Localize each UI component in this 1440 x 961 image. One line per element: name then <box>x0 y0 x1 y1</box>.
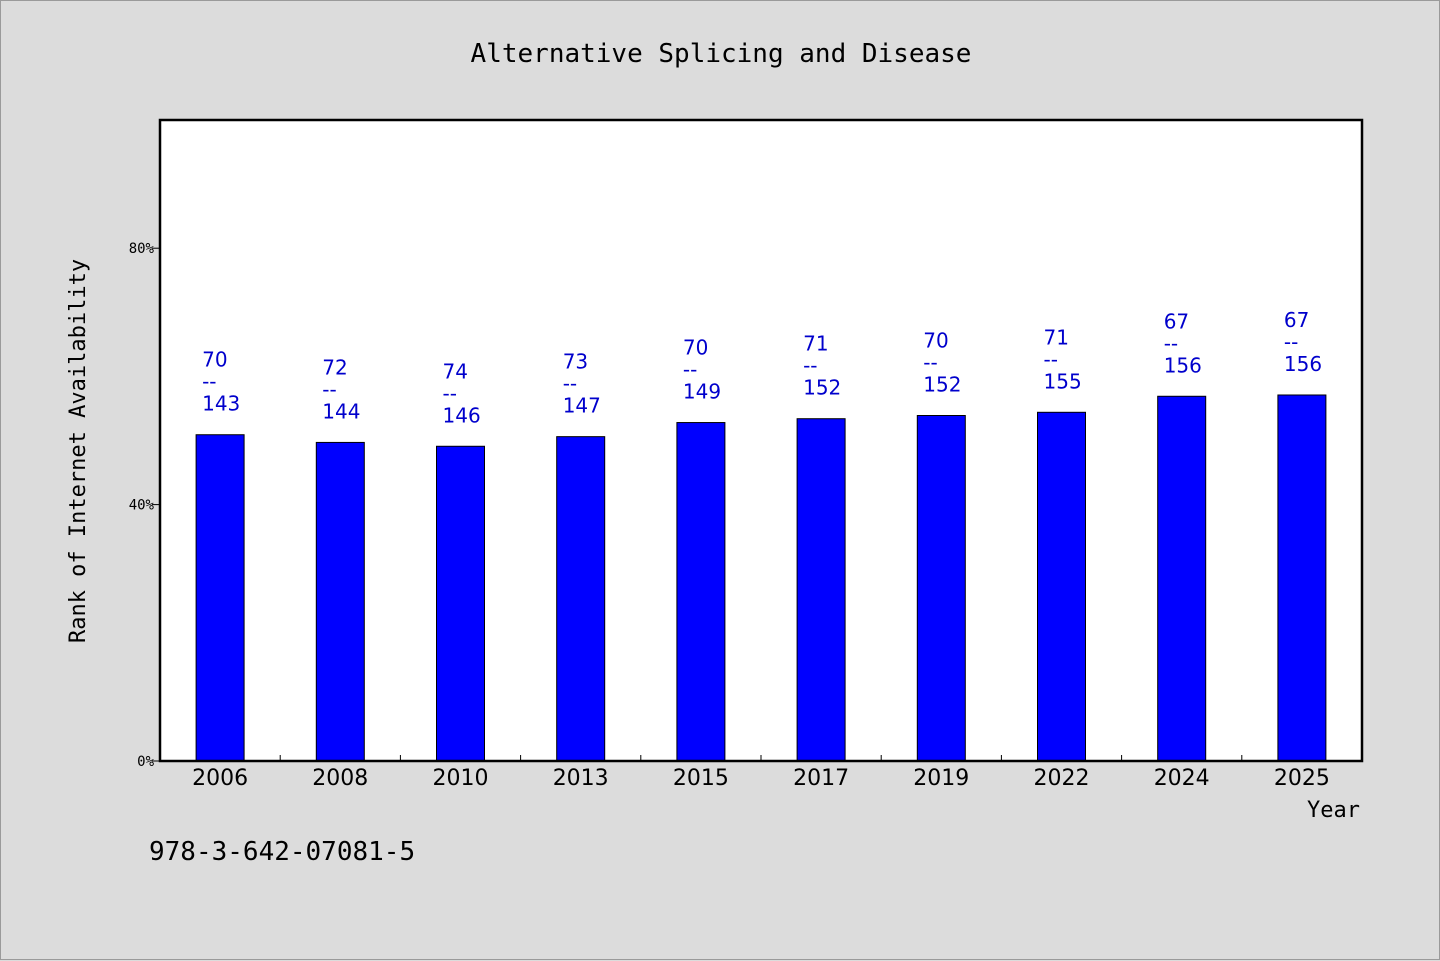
x-tick-label: 2010 <box>433 766 489 791</box>
data-label-separator: -- <box>202 370 216 394</box>
bar <box>1157 395 1207 762</box>
data-label-bottom: 144 <box>322 399 360 423</box>
isbn-text: 978-3-642-07081-5 <box>149 837 416 867</box>
x-tick-label: 2025 <box>1274 766 1330 791</box>
data-label-top: 73 <box>563 350 588 374</box>
data-label-separator: -- <box>443 381 457 405</box>
data-label-bottom: 147 <box>563 394 601 418</box>
x-tick-label: 2015 <box>673 766 729 791</box>
data-label-top: 70 <box>202 348 227 372</box>
data-label-bottom: 143 <box>202 392 240 416</box>
y-tick-label: 40% <box>129 498 155 514</box>
y-axis-ticks: 0% 40% 80% <box>129 241 160 770</box>
data-label-separator: -- <box>803 354 817 378</box>
data-label-bottom: 156 <box>1284 352 1322 376</box>
x-tick-label: 2006 <box>192 766 248 791</box>
data-label-bottom: 152 <box>803 376 841 400</box>
y-tick-label: 0% <box>137 754 154 770</box>
data-label-separator: -- <box>563 372 577 396</box>
bar <box>1277 394 1327 762</box>
data-label-separator: -- <box>683 358 697 382</box>
data-label-separator: -- <box>1284 330 1298 354</box>
data-label-top: 67 <box>1284 308 1309 332</box>
x-tick-label: 2019 <box>913 766 969 791</box>
data-label-top: 71 <box>803 332 828 356</box>
bar <box>796 418 846 762</box>
x-tick-label: 2022 <box>1034 766 1090 791</box>
chart-title: Alternative Splicing and Disease <box>471 39 972 69</box>
data-label-bottom: 152 <box>923 373 961 397</box>
data-label-bottom: 156 <box>1164 353 1202 377</box>
y-axis-label: Rank of Internet Availability <box>66 259 91 643</box>
bars-group <box>195 394 1327 762</box>
bar <box>916 415 966 762</box>
data-labels-group: 70--14372--14474--14673--14770--14971--1… <box>202 308 1322 427</box>
data-label-top: 67 <box>1164 309 1189 333</box>
data-label-top: 74 <box>443 359 468 383</box>
bar <box>436 445 485 762</box>
y-tick-label: 80% <box>129 241 155 257</box>
x-axis-ticks: 2006 2008 2010 2013 2015 2017 2019 2022 2024 2025 <box>192 755 1330 791</box>
x-axis-label: Year <box>1307 798 1360 823</box>
bar <box>195 434 245 762</box>
data-label-top: 71 <box>1044 325 1069 349</box>
data-label-separator: -- <box>322 377 336 401</box>
bar <box>556 436 606 762</box>
x-tick-label: 2017 <box>793 766 849 791</box>
data-label-separator: -- <box>1044 347 1058 371</box>
data-label-bottom: 155 <box>1044 369 1082 393</box>
bar <box>1037 411 1086 762</box>
data-label-top: 72 <box>322 355 347 379</box>
data-label-top: 70 <box>683 336 708 360</box>
bar <box>315 441 365 762</box>
data-label-bottom: 149 <box>683 380 721 404</box>
data-label-top: 70 <box>923 329 948 353</box>
x-tick-label: 2013 <box>553 766 609 791</box>
data-label-separator: -- <box>923 351 937 375</box>
data-label-bottom: 146 <box>443 403 481 427</box>
plot-border <box>158 118 1364 763</box>
x-tick-label: 2024 <box>1154 766 1210 791</box>
x-tick-label: 2008 <box>312 766 368 791</box>
bar <box>676 422 726 762</box>
data-label-separator: -- <box>1164 331 1178 355</box>
